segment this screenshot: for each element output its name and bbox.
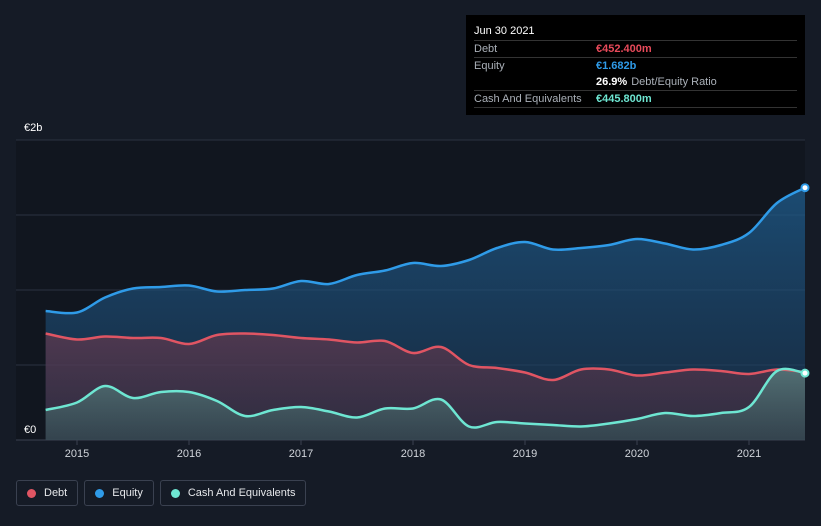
tooltip-debt-row: Debt €452.400m	[474, 40, 797, 57]
y-tick-label-min: €0	[24, 424, 36, 436]
equity-end-marker	[800, 183, 810, 193]
tooltip-ratio-row: 26.9% Debt/Equity Ratio	[474, 74, 797, 90]
cash-and-equivalents-line	[45, 367, 806, 429]
x-tick-label-2015: 2015	[65, 448, 89, 460]
cash-dot-icon	[170, 488, 180, 498]
legend-debt-label: Debt	[44, 487, 68, 499]
x-tick-label-2021: 2021	[737, 448, 761, 460]
tooltip-debt-label: Debt	[474, 43, 498, 55]
tooltip-debt-value: €452.400m	[596, 43, 652, 55]
y-tick-label-max: €2b	[24, 122, 42, 134]
series-lines	[45, 186, 806, 429]
x-axis-ticks: 2015 2016 2017 2018 2019 2020 2021	[65, 440, 761, 460]
y-axis-ticks: €0 €2b	[24, 122, 42, 436]
tooltip-equity-value: €1.682b	[596, 60, 637, 72]
tooltip-equity-row: Equity €1.682b	[474, 57, 797, 74]
x-tick-label-2020: 2020	[625, 448, 649, 460]
tooltip-ratio-value: 26.9%	[596, 76, 628, 88]
tooltip-cash-label: Cash And Equivalents	[474, 93, 582, 105]
tooltip-box: Jun 30 2021 Debt €452.400m Equity €1.682…	[466, 15, 805, 115]
end-markers	[800, 183, 810, 378]
equity-line	[45, 186, 806, 315]
tooltip-cash-row: Cash And Equivalents €445.800m	[474, 90, 797, 108]
equity-dot-icon	[95, 488, 105, 498]
cash-and-equivalents-end-marker	[800, 368, 810, 378]
tooltip-ratio-label: Debt/Equity Ratio	[631, 76, 717, 88]
legend: Debt Equity Cash And Equivalents	[16, 480, 307, 506]
legend-equity-label: Equity	[112, 487, 143, 499]
legend-cash-label: Cash And Equivalents	[187, 487, 296, 499]
tooltip-date: Jun 30 2021	[474, 25, 535, 37]
x-tick-label-2016: 2016	[177, 448, 201, 460]
tooltip-equity-label: Equity	[474, 60, 505, 72]
x-tick-label-2017: 2017	[289, 448, 313, 460]
tooltip-cash-value: €445.800m	[596, 93, 652, 105]
legend-item-cash[interactable]: Cash And Equivalents	[159, 480, 307, 506]
legend-item-equity[interactable]: Equity	[84, 480, 154, 506]
legend-item-debt[interactable]: Debt	[16, 480, 79, 506]
x-tick-label-2019: 2019	[513, 448, 537, 460]
debt-dot-icon	[27, 488, 36, 498]
debt-line	[45, 332, 806, 382]
x-tick-label-2018: 2018	[401, 448, 425, 460]
